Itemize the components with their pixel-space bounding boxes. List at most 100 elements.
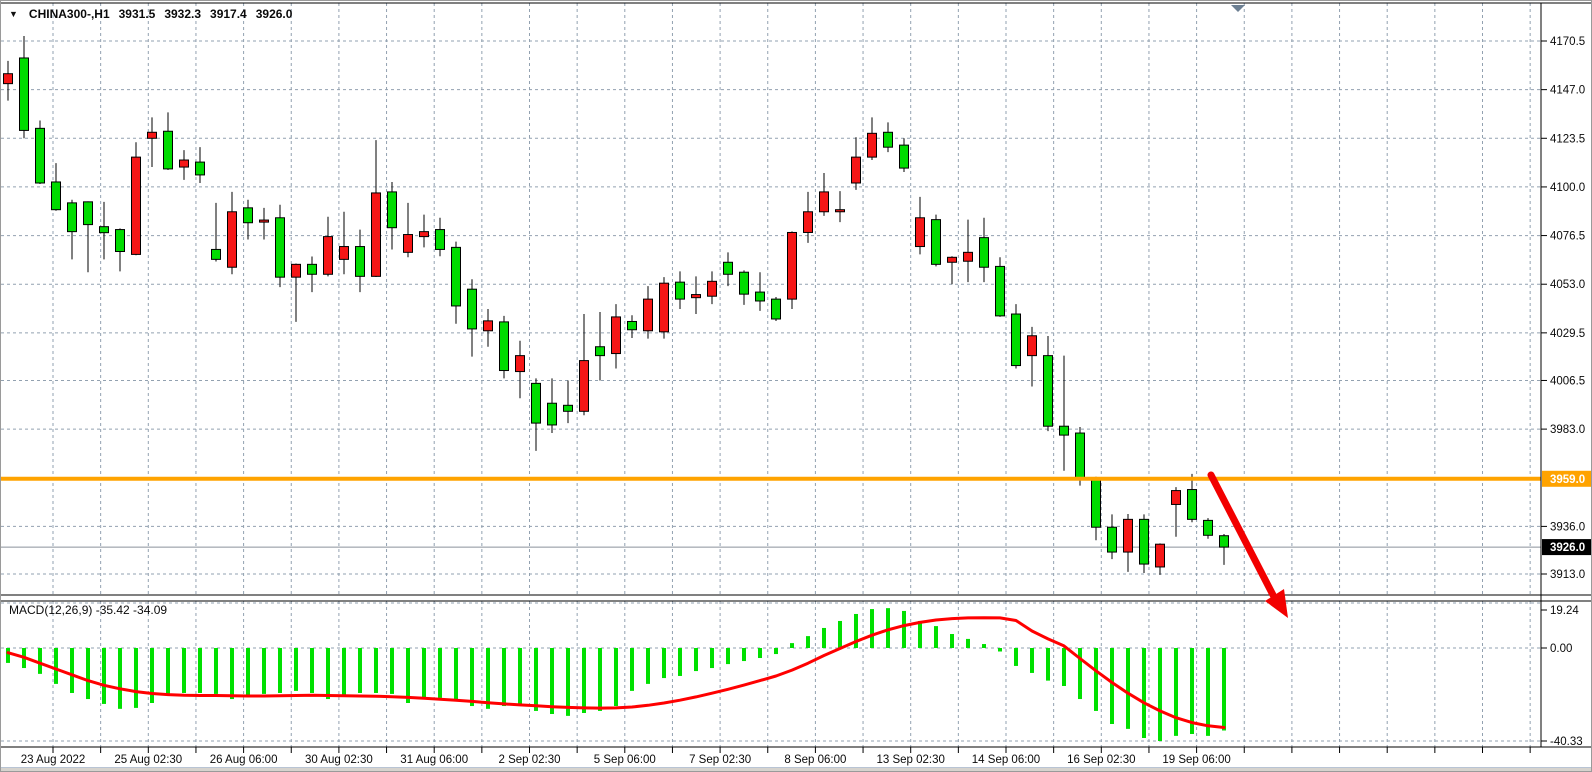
macd-indicator-label: MACD(12,26,9) -35.42 -34.09 (9, 603, 168, 617)
candle[interactable] (51, 181, 61, 211)
candle[interactable] (163, 130, 173, 170)
candle[interactable] (211, 248, 221, 260)
candle[interactable] (323, 236, 333, 275)
candle[interactable] (1171, 490, 1181, 505)
candle[interactable] (355, 246, 365, 277)
macd-histogram (6, 608, 1226, 741)
candle[interactable] (1059, 425, 1069, 436)
chart-shift-marker-icon[interactable] (1231, 5, 1245, 12)
orange-price-tag (1542, 470, 1591, 487)
candle[interactable] (931, 219, 941, 265)
candle[interactable] (691, 294, 701, 299)
ohlc-low-value: 3917.4 (210, 7, 247, 21)
candle[interactable] (403, 234, 413, 253)
candle[interactable] (1107, 526, 1117, 553)
time-tick-label: 30 Aug 02:30 (305, 754, 373, 766)
candle[interactable] (243, 207, 253, 224)
candle[interactable] (995, 265, 1005, 317)
trend-arrow-annotation[interactable] (1207, 471, 1288, 618)
candle[interactable] (915, 217, 925, 248)
candle[interactable] (643, 298, 653, 332)
time-tick-label: 2 Sep 02:30 (498, 754, 560, 766)
vertical-gridlines (52, 3, 1531, 747)
candle[interactable] (339, 246, 349, 260)
candle[interactable] (1091, 477, 1101, 528)
candle[interactable] (115, 229, 125, 253)
price-tick-label: 4170.5 (1550, 36, 1585, 48)
candle[interactable] (803, 211, 813, 233)
candle[interactable] (563, 404, 573, 412)
candle[interactable] (99, 226, 109, 234)
candle[interactable] (131, 156, 141, 255)
candle[interactable] (387, 191, 397, 229)
candle[interactable] (979, 237, 989, 268)
candle[interactable] (723, 261, 733, 275)
ohlc-open-value: 3931.5 (118, 7, 156, 21)
candle[interactable] (851, 156, 861, 184)
candle[interactable] (675, 281, 685, 300)
candle[interactable] (1027, 335, 1037, 357)
candle[interactable] (547, 402, 557, 426)
candle[interactable] (531, 382, 541, 424)
candle[interactable] (1219, 535, 1229, 548)
candle[interactable] (483, 320, 493, 332)
candle[interactable] (1155, 543, 1165, 568)
candle[interactable] (899, 144, 909, 169)
candle[interactable] (1011, 313, 1021, 367)
candle[interactable] (947, 256, 957, 263)
candle[interactable] (835, 209, 845, 213)
candle[interactable] (707, 280, 717, 297)
chart-title: ▼ CHINA300-,H1 3931.5 3932.3 3917.4 3926… (9, 7, 292, 21)
symbol-dropdown-icon[interactable]: ▼ (9, 9, 18, 19)
candle[interactable] (3, 73, 13, 85)
candle[interactable] (35, 127, 45, 184)
time-tick-label: 23 Aug 2022 (21, 754, 86, 766)
candle[interactable] (435, 229, 445, 250)
candle[interactable] (307, 263, 317, 275)
candle[interactable] (883, 131, 893, 148)
candle[interactable] (371, 192, 381, 277)
candle[interactable] (739, 271, 749, 295)
candle[interactable] (275, 217, 285, 278)
candle[interactable] (755, 291, 765, 302)
candle[interactable] (819, 191, 829, 213)
time-tick-label: 5 Sep 06:00 (594, 754, 656, 766)
candle[interactable] (579, 360, 589, 412)
candle[interactable] (67, 202, 77, 233)
candle[interactable] (291, 263, 301, 278)
candle[interactable] (1203, 519, 1213, 536)
candle[interactable] (467, 288, 477, 330)
candle[interactable] (499, 321, 509, 372)
candle[interactable] (19, 57, 29, 131)
macd-tick-label: 19.24 (1550, 605, 1579, 617)
candle[interactable] (611, 316, 621, 355)
time-tick-label: 8 Sep 06:00 (784, 754, 846, 766)
candle[interactable] (1075, 432, 1085, 479)
time-tick-label: 13 Sep 02:30 (876, 754, 944, 766)
candle[interactable] (659, 282, 669, 333)
candle[interactable] (1043, 355, 1053, 427)
candle[interactable] (419, 231, 429, 238)
candle[interactable] (1139, 518, 1149, 565)
candle[interactable] (147, 131, 157, 139)
candle[interactable] (627, 320, 637, 331)
candle[interactable] (963, 251, 973, 262)
orange-price-tag-text: 3959.0 (1550, 474, 1585, 486)
candle[interactable] (451, 246, 461, 307)
candle[interactable] (83, 201, 93, 226)
candle[interactable] (595, 346, 605, 357)
candle[interactable] (227, 211, 237, 268)
candle[interactable] (771, 298, 781, 320)
candle[interactable] (867, 132, 877, 158)
time-axis (52, 747, 1531, 753)
candle[interactable] (1187, 489, 1197, 520)
candle[interactable] (787, 231, 797, 300)
candle[interactable] (179, 159, 189, 168)
candles-group[interactable] (3, 36, 1229, 575)
candle[interactable] (195, 161, 205, 176)
candle[interactable] (259, 219, 269, 223)
candle[interactable] (1123, 518, 1133, 553)
candle[interactable] (515, 355, 525, 373)
